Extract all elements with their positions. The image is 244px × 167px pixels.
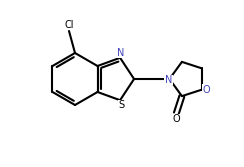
Text: O: O	[173, 114, 180, 124]
Text: Cl: Cl	[64, 20, 74, 30]
Text: O: O	[202, 85, 210, 95]
Text: S: S	[118, 100, 124, 110]
Text: N: N	[165, 75, 172, 85]
Text: N: N	[117, 48, 125, 58]
